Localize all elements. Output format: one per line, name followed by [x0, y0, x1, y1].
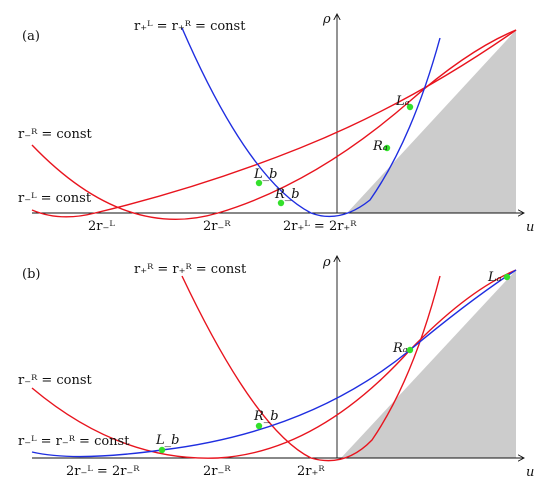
panel-b-point-Lb — [158, 446, 166, 454]
panel-a-point-Rb — [277, 199, 285, 207]
panel-b-point-Ra-label: Rₐ — [392, 341, 408, 356]
panel-b-tick-t2: 2r₋ᴿ — [203, 464, 231, 479]
panel-a-tick-t2: 2r₋ᴿ — [203, 219, 231, 234]
panel-a-point-Ra — [383, 144, 391, 152]
panel-b-point-Rb — [255, 422, 263, 430]
panel-a-y-axis-label: ρ — [322, 12, 331, 27]
panel-b-tag: (b) — [22, 267, 40, 282]
panel-a-tick-t3: 2r₊ᴸ = 2r₊ᴿ — [283, 219, 357, 234]
panel-b-blue-curve — [31, 269, 517, 458]
panel-b-point-La — [503, 273, 511, 281]
panel-a-point-Rb-label: R_b — [274, 187, 300, 202]
panel-b-shaded-region — [341, 270, 516, 458]
panel-b-point-La-label: Lₐ — [487, 270, 502, 285]
panel-b-point-Lb-label: L_b — [155, 433, 179, 448]
panel-b-tick-t3: 2r₊ᴿ — [297, 464, 325, 479]
panel-a-red-curve-upper — [31, 29, 517, 220]
panel-a-shaded-region — [347, 30, 516, 213]
panel-a-tag: (a) — [22, 29, 40, 44]
panel-a-tick-t1: 2r₋ᴸ — [88, 219, 115, 234]
panel-a-point-Lb-label: L_b — [253, 167, 277, 182]
panel-a-blue-curve-label: r₊ᴸ = r₊ᴿ = const — [134, 19, 246, 34]
panel-a: (a) ρ u r₊ᴸ = r₊ᴿ = const r₋ᴿ = const r₋… — [18, 12, 534, 235]
panel-b-red-curve-parabola — [181, 275, 441, 462]
panel-b-red-mid-label: r₋ᴿ = const — [18, 373, 93, 388]
panel-b-blue-label: r₋ᴸ = r₋ᴿ = const — [18, 434, 130, 449]
panel-a-point-La-label: Lₐ — [395, 94, 410, 109]
panel-a-blue-curve — [181, 27, 441, 218]
panel-a-point-Ra-label: Rₐ — [372, 139, 388, 154]
panel-b: (b) ρ u r₊ᴿ = r₊ᴿ = const r₋ᴿ = const r₋… — [18, 255, 534, 480]
panel-a-x-axis-label: u — [526, 220, 534, 235]
panel-b-y-axis-label: ρ — [322, 255, 331, 270]
panel-a-red-upper-label: r₋ᴿ = const — [18, 127, 93, 142]
panel-a-red-lower-label: r₋ᴸ = const — [18, 191, 92, 206]
panel-a-point-La — [406, 103, 414, 111]
panel-a-red-curve-lower — [31, 29, 517, 218]
panel-b-point-Rb-label: R_b — [253, 409, 279, 424]
panel-b-red-curve-descending — [31, 269, 517, 459]
panel-b-tick-t1: 2r₋ᴸ = 2r₋ᴿ — [66, 464, 140, 479]
panel-b-red-top-label: r₊ᴿ = r₊ᴿ = const — [134, 262, 247, 277]
panel-b-point-Ra — [406, 346, 414, 354]
panel-a-point-Lb — [255, 179, 263, 187]
panel-b-x-axis-label: u — [526, 465, 534, 480]
